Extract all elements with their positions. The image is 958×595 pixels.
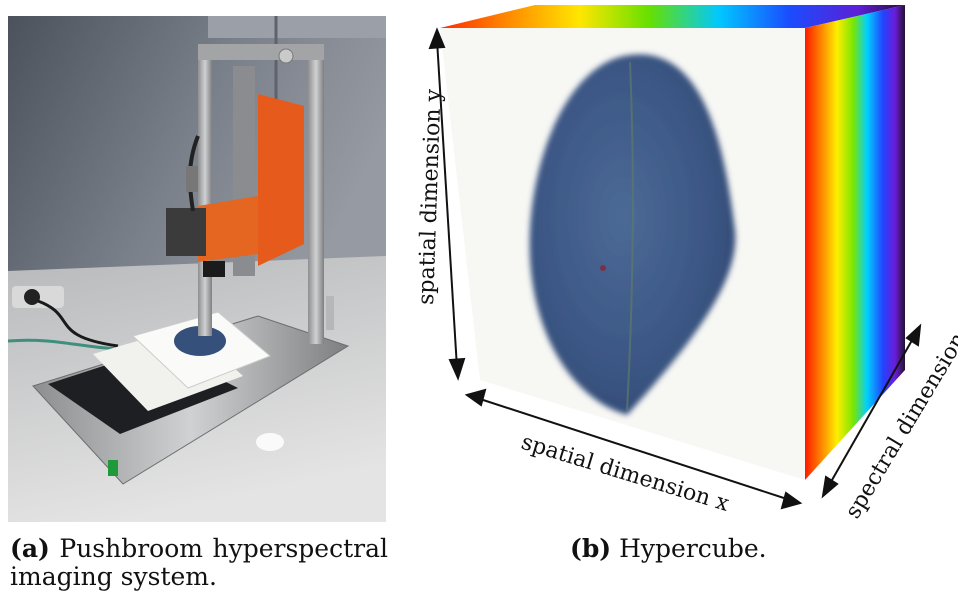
- pushbroom-system-photo: [8, 16, 386, 522]
- green-switch: [108, 460, 118, 476]
- leaf-midrib: [626, 61, 634, 411]
- axis-y-label: spatial dimension y: [414, 88, 447, 305]
- pulley: [278, 48, 294, 64]
- orange-camera-housing: [198, 196, 258, 262]
- axis-z-arrow: [821, 323, 922, 499]
- leaf-spot: [600, 265, 606, 271]
- caption-b: (b) Hypercube.: [570, 535, 767, 563]
- right-post: [326, 296, 334, 330]
- power-cable: [37, 299, 119, 348]
- camera-front: [166, 208, 206, 256]
- caption-a-text: Pushbroom hyperspectral imaging system.: [10, 534, 388, 591]
- window-frame: [208, 16, 386, 38]
- caption-a: (a) Pushbroom hyperspectral imaging syst…: [10, 535, 388, 591]
- caption-b-label: (b): [570, 534, 612, 563]
- axis-x-arrow: [464, 388, 803, 510]
- caption-a-label: (a): [10, 534, 50, 563]
- cube-side-face: [805, 5, 905, 480]
- cable-connector: [186, 166, 198, 192]
- cube-top-face: [440, 5, 905, 28]
- table-reflection: [256, 433, 284, 451]
- lens: [203, 261, 225, 277]
- axis-y-arrow: [428, 27, 466, 381]
- hypercube-diagram: spatial dimension y spatial dimension x …: [414, 5, 958, 523]
- frame-right-rail: [308, 44, 324, 344]
- frame-left-rail: [198, 56, 212, 336]
- plug: [24, 289, 40, 305]
- caption-b-text: Hypercube.: [619, 534, 767, 563]
- orange-side-panel: [258, 94, 304, 266]
- frame-top-bar: [198, 44, 324, 60]
- leaf-sample: [174, 326, 226, 356]
